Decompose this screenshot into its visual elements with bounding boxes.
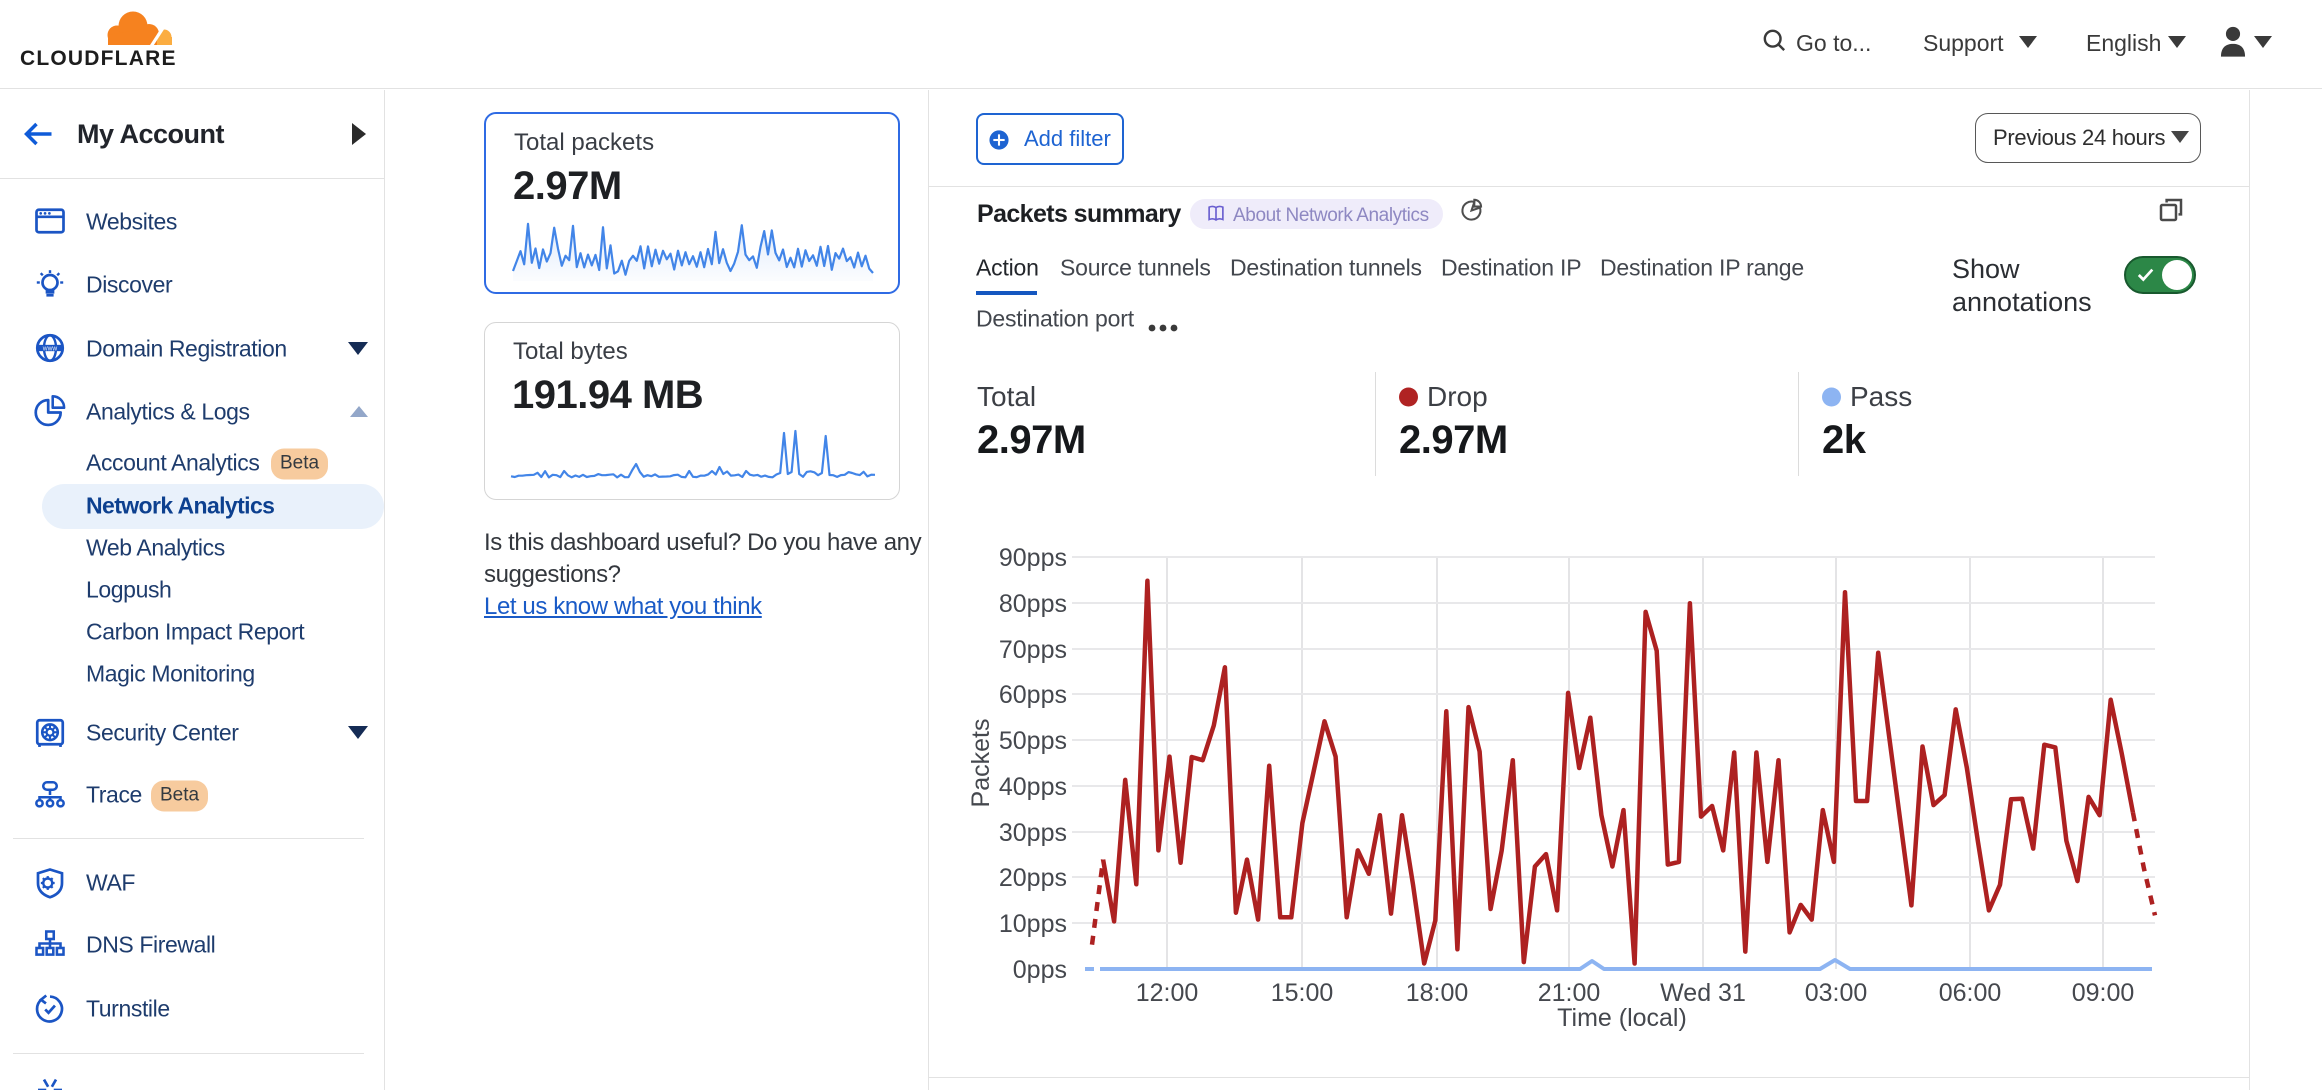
svg-text:70pps: 70pps	[999, 636, 1067, 664]
svg-text:12:00: 12:00	[1136, 979, 1199, 1007]
svg-text:0pps: 0pps	[1013, 956, 1067, 984]
svg-text:03:00: 03:00	[1805, 979, 1868, 1007]
svg-text:Wed 31: Wed 31	[1660, 979, 1746, 1007]
svg-text:10pps: 10pps	[999, 910, 1067, 938]
svg-text:80pps: 80pps	[999, 590, 1067, 618]
svg-text:30pps: 30pps	[999, 819, 1067, 847]
svg-text:Packets: Packets	[967, 719, 995, 808]
svg-text:60pps: 60pps	[999, 681, 1067, 709]
svg-text:15:00: 15:00	[1271, 979, 1334, 1007]
svg-text:90pps: 90pps	[999, 544, 1067, 572]
svg-text:Time (local): Time (local)	[1557, 1004, 1687, 1032]
svg-text:50pps: 50pps	[999, 727, 1067, 755]
svg-text:21:00: 21:00	[1538, 979, 1601, 1007]
svg-text:09:00: 09:00	[2072, 979, 2135, 1007]
svg-text:40pps: 40pps	[999, 773, 1067, 801]
svg-text:06:00: 06:00	[1939, 979, 2002, 1007]
svg-text:20pps: 20pps	[999, 864, 1067, 892]
svg-text:18:00: 18:00	[1406, 979, 1469, 1007]
svg-text:WWW: WWW	[43, 346, 58, 352]
